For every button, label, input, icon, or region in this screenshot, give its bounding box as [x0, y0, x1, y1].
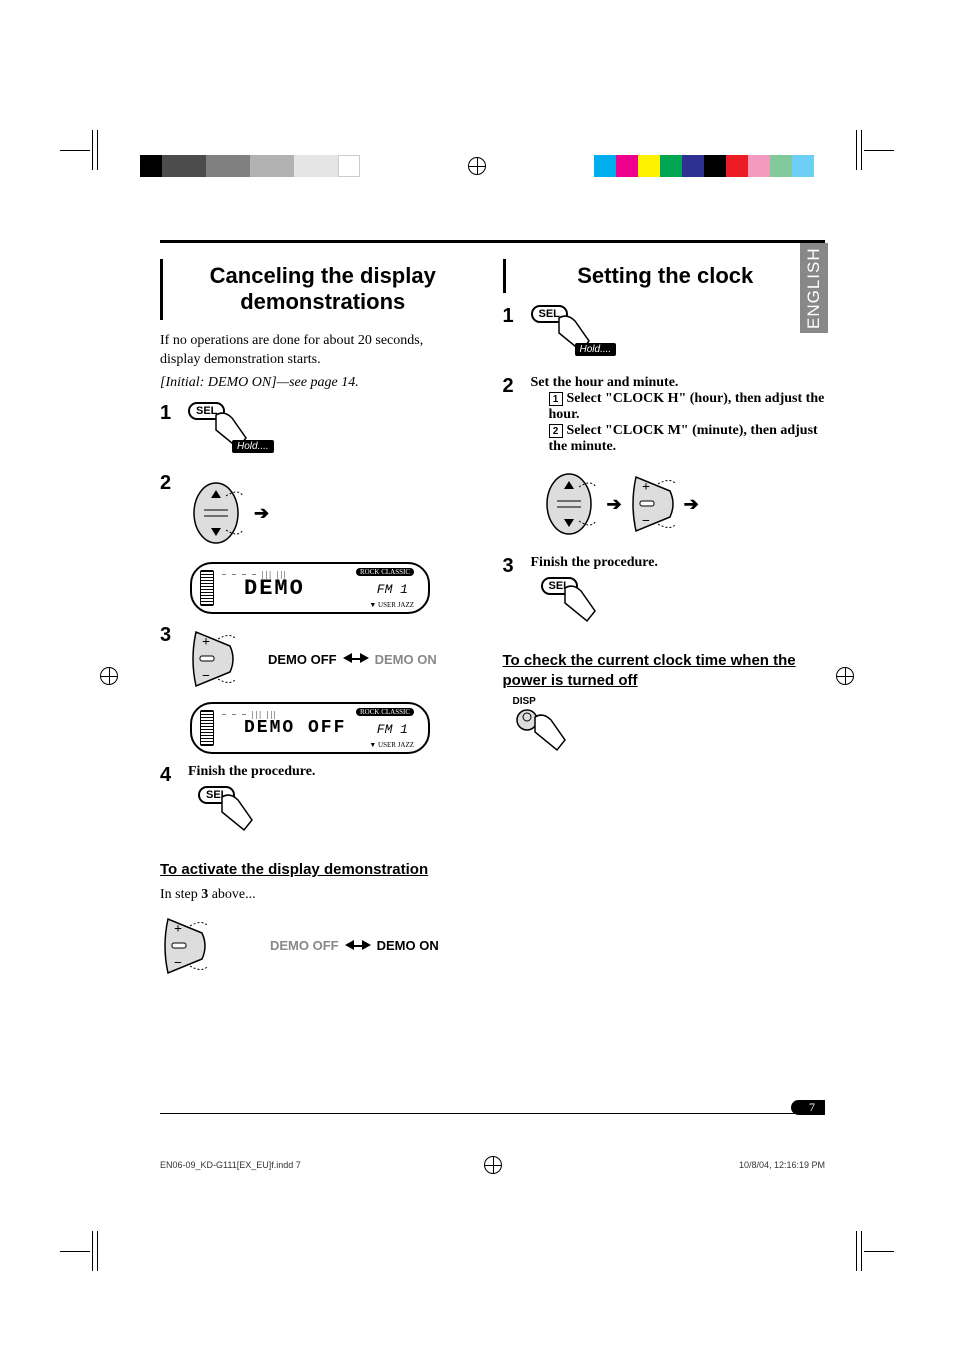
plus-minus-button-icon: + −	[628, 469, 678, 539]
step-num: 1	[160, 402, 178, 425]
display-badge-bottom: ▼ USER JAZZ	[369, 741, 414, 749]
arrow-right-icon: ➔	[607, 494, 622, 515]
display-badge: ROCK CLASSIC	[356, 568, 414, 576]
language-tab: ENGLISH	[800, 243, 828, 333]
display-badge-bottom: ▼ USER JAZZ	[369, 601, 414, 609]
svg-text:−: −	[642, 514, 650, 529]
right-column: Setting the clock 1 SEL Hold.... 2	[503, 259, 826, 981]
arrow-right-icon: ➔	[684, 494, 699, 515]
svg-text:+: +	[642, 480, 650, 495]
svg-text:−: −	[174, 956, 182, 971]
registration-mark-right	[836, 667, 854, 685]
clock-step-3: 3 Finish the procedure. SEL	[503, 555, 826, 627]
plus-minus-button-icon: + −	[188, 624, 238, 694]
double-arrow-icon	[343, 653, 369, 665]
hold-label: Hold....	[575, 343, 617, 356]
svg-text:+: +	[202, 635, 210, 650]
display-fm: FM 1	[377, 722, 408, 737]
display-fm: FM 1	[377, 582, 408, 597]
step-3: 3 + − DEMO OFF	[160, 624, 483, 694]
step-2-text: Set the hour and minute.	[531, 375, 826, 391]
step-num: 2	[503, 375, 521, 398]
arrow-right-icon: ➔	[254, 503, 269, 524]
clock-step-2: 2 Set the hour and minute. 1Select "CLOC…	[503, 375, 826, 545]
step-1: 1 SEL Hold....	[160, 402, 483, 462]
demo-on-label: DEMO ON	[375, 652, 437, 667]
step-4: 4 Finish the procedure. SEL	[160, 764, 483, 836]
display-main-text: DEMO OFF	[244, 718, 346, 738]
check-clock-heading: To check the current clock time when the…	[503, 651, 826, 690]
sub-2: 2Select "CLOCK M" (minute), then adjust …	[549, 423, 826, 455]
demo-off-label: DEMO OFF	[270, 938, 339, 953]
content-area: ENGLISH Canceling the display demonstrat…	[160, 240, 825, 1120]
double-arrow-icon	[345, 940, 371, 952]
step-num: 1	[503, 305, 521, 328]
step-2: 2 ➔	[160, 472, 483, 554]
svg-text:+: +	[174, 922, 182, 937]
lcd-display-demo-off: ⎯ ⎯ ⎯ ||| ||| DEMO OFF ROCK CLASSIC FM 1…	[190, 702, 430, 754]
activate-heading: To activate the display demonstration	[160, 860, 483, 880]
step-3-text: Finish the procedure.	[531, 555, 658, 570]
intro-text: If no operations are done for about 20 s…	[160, 332, 483, 370]
step-num: 2	[160, 472, 178, 495]
footer-file: EN06-09_KD-G111[EX_EU]f.indd 7	[160, 1160, 301, 1170]
section-title-cancel-demo: Canceling the display demonstrations	[160, 259, 483, 320]
step-num: 3	[503, 555, 521, 578]
gray-ramp	[140, 155, 360, 177]
demo-toggle: DEMO OFF DEMO ON	[268, 652, 437, 667]
rocker-button-icon	[188, 478, 248, 548]
registration-mark-left	[100, 667, 118, 685]
activate-line: In step 3 above...	[160, 886, 483, 905]
demo-on-label: DEMO ON	[377, 938, 439, 953]
display-badge: ROCK CLASSIC	[356, 708, 414, 716]
registration-mark-bottom	[484, 1156, 502, 1174]
intro-italic: [Initial: DEMO ON]—see page 14.	[160, 374, 483, 393]
step-4-text: Finish the procedure.	[188, 764, 315, 779]
clock-step-1: 1 SEL Hold....	[503, 305, 826, 365]
lcd-display-demo: ⎯ ⎯ ⎯ ⎯ ||| ||| DEMO ROCK CLASSIC FM 1 ▼…	[190, 562, 430, 614]
section-title-clock: Setting the clock	[503, 259, 826, 293]
color-calibration-bar	[140, 155, 814, 177]
finger-press-icon	[525, 712, 575, 756]
finger-press-icon	[555, 583, 605, 627]
demo-toggle-activate: DEMO OFF DEMO ON	[270, 938, 439, 953]
plus-minus-button-icon: + −	[160, 911, 210, 981]
cmyk-ramp	[594, 155, 814, 177]
registration-mark-top	[468, 157, 486, 175]
sub-1: 1Select "CLOCK H" (hour), then adjust th…	[549, 391, 826, 423]
left-column: Canceling the display demonstrations If …	[160, 259, 483, 981]
finger-press-icon	[212, 792, 262, 836]
rocker-button-icon	[541, 469, 601, 539]
step-num: 3	[160, 624, 178, 647]
page-number: 7	[791, 1100, 825, 1115]
demo-off-label: DEMO OFF	[268, 652, 337, 667]
footer-timestamp: 10/8/04, 12:16:19 PM	[739, 1160, 825, 1170]
svg-text:−: −	[202, 669, 210, 684]
step-num: 4	[160, 764, 178, 787]
page-footer: 7 EN06-09_KD-G111[EX_EU]f.indd 7 10/8/04…	[160, 1113, 825, 1120]
page: ENGLISH Canceling the display demonstrat…	[0, 0, 954, 1351]
disp-button-label: DISP	[513, 696, 536, 707]
hold-label: Hold....	[232, 440, 274, 453]
